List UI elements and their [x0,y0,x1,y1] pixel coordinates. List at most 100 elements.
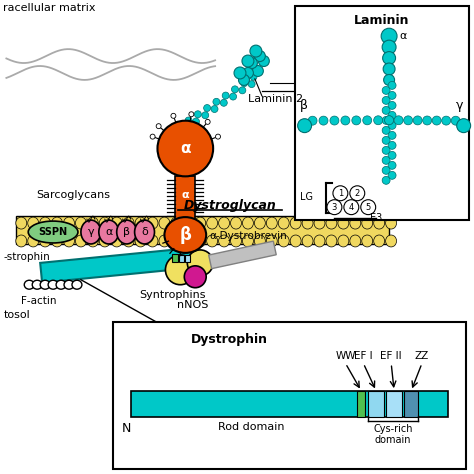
Circle shape [171,113,176,118]
Ellipse shape [243,217,254,229]
Ellipse shape [87,217,98,229]
Text: N: N [122,422,131,435]
Circle shape [319,116,328,125]
Text: 4: 4 [349,203,354,212]
Circle shape [383,74,394,85]
Text: Laminin 2: Laminin 2 [248,94,303,104]
Bar [386,391,402,417]
Ellipse shape [117,220,137,244]
Polygon shape [40,248,193,283]
Text: racellular matrix: racellular matrix [3,3,96,13]
Circle shape [382,40,396,54]
Ellipse shape [326,217,337,229]
Circle shape [330,116,339,125]
Ellipse shape [40,235,51,247]
Ellipse shape [99,220,118,244]
Circle shape [382,106,390,114]
Ellipse shape [386,217,397,229]
Text: Rod domain: Rod domain [218,422,284,432]
Circle shape [246,57,257,69]
Ellipse shape [64,280,74,289]
Polygon shape [209,241,276,269]
Text: 5: 5 [365,203,371,212]
Circle shape [157,121,213,176]
Ellipse shape [230,217,241,229]
Text: Laminin: Laminin [354,14,410,27]
Ellipse shape [123,235,134,247]
Ellipse shape [195,217,206,229]
Ellipse shape [100,217,110,229]
Ellipse shape [147,235,158,247]
Text: SSPN: SSPN [38,227,68,237]
Text: Sarcoglycans: Sarcoglycans [36,190,110,200]
Ellipse shape [219,217,229,229]
Circle shape [211,106,218,112]
Ellipse shape [362,217,373,229]
Text: α: α [105,227,112,237]
Circle shape [253,65,264,76]
Ellipse shape [338,235,349,247]
Circle shape [327,200,342,215]
Ellipse shape [28,221,78,243]
Circle shape [404,116,412,125]
Circle shape [185,117,192,124]
Ellipse shape [374,235,384,247]
Circle shape [382,96,390,104]
Circle shape [250,73,257,81]
Circle shape [388,161,396,169]
Text: Dystroglycan: Dystroglycan [183,199,276,212]
Ellipse shape [24,280,34,289]
Ellipse shape [81,220,101,244]
Circle shape [194,111,201,118]
Circle shape [184,266,206,288]
Text: δ: δ [141,227,148,237]
Circle shape [363,116,372,125]
Bar [173,254,178,262]
Circle shape [384,116,393,125]
Circle shape [220,100,228,106]
Circle shape [382,166,390,174]
Circle shape [382,176,390,184]
Ellipse shape [278,217,289,229]
Ellipse shape [48,280,58,289]
Circle shape [388,172,396,179]
Circle shape [388,131,396,139]
Circle shape [234,67,246,79]
Bar [368,391,384,417]
Ellipse shape [183,217,194,229]
Text: γ: γ [456,99,463,112]
Ellipse shape [87,235,98,247]
Ellipse shape [374,217,384,229]
Ellipse shape [64,235,74,247]
Circle shape [255,51,265,62]
Ellipse shape [123,217,134,229]
Ellipse shape [207,217,218,229]
Circle shape [187,250,213,276]
Ellipse shape [350,217,361,229]
Circle shape [442,116,451,125]
Ellipse shape [255,235,265,247]
Ellipse shape [64,217,74,229]
Text: F-actin: F-actin [21,296,57,306]
Circle shape [423,116,432,125]
Ellipse shape [75,235,86,247]
Bar [16,216,389,244]
Circle shape [382,146,390,155]
Circle shape [382,137,390,145]
Circle shape [258,55,269,66]
Circle shape [432,116,441,125]
Circle shape [382,117,390,124]
Circle shape [341,116,350,125]
Circle shape [361,200,376,215]
Bar [175,176,195,221]
Ellipse shape [362,235,373,247]
Text: Syntrophins: Syntrophins [139,290,206,300]
Ellipse shape [326,235,337,247]
Circle shape [242,55,254,67]
Text: α: α [182,190,189,200]
Ellipse shape [350,235,361,247]
Ellipse shape [290,235,301,247]
Text: -strophin: -strophin [3,252,50,262]
Text: Cys-rich
domain: Cys-rich domain [374,424,413,446]
Ellipse shape [159,217,170,229]
